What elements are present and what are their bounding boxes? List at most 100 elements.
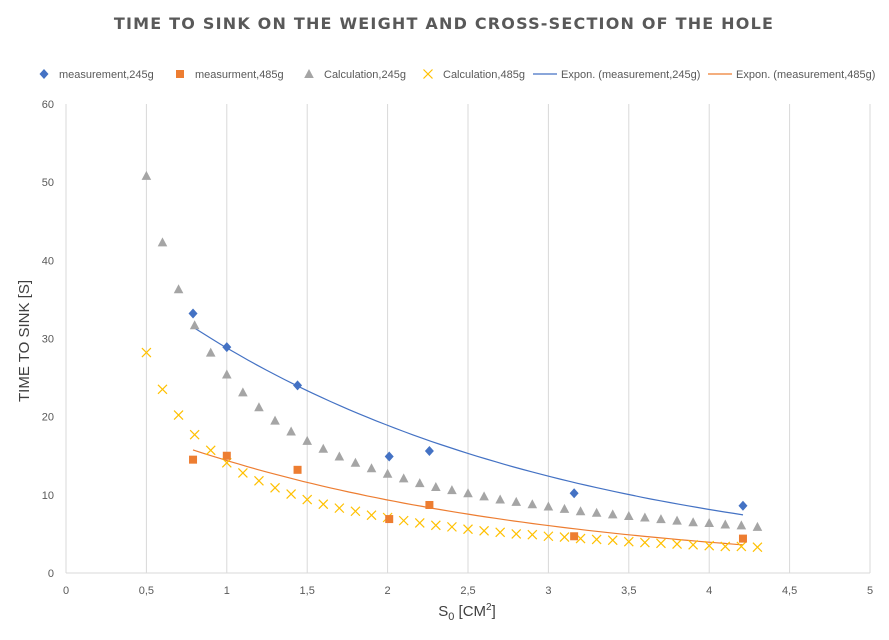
x-marker-stroke (559, 532, 570, 542)
x-marker-stroke (366, 510, 377, 521)
x-marker-stroke (334, 503, 345, 514)
y-tick-label: 20 (42, 412, 54, 424)
x-marker-stroke (479, 525, 490, 536)
data-point (446, 521, 457, 532)
data-point (173, 410, 184, 421)
data-point (527, 499, 538, 509)
trendlines (192, 326, 744, 546)
y-tick-label: 40 (42, 255, 54, 267)
data-point (736, 520, 747, 530)
x-axis-title: S0 [CM2] (438, 602, 496, 623)
data-point (270, 482, 280, 493)
x-marker-stroke (463, 524, 473, 535)
data-point (720, 541, 731, 552)
data-point (463, 488, 473, 498)
data-point (570, 532, 579, 541)
x-marker-stroke (254, 475, 264, 486)
x-marker-stroke (511, 528, 522, 539)
data-point (366, 510, 377, 521)
data-point (414, 478, 425, 488)
data-point (157, 384, 168, 395)
data-point (205, 347, 216, 357)
x-marker-stroke (398, 515, 409, 526)
data-point (688, 539, 699, 550)
data-point (569, 488, 579, 499)
data-point (189, 320, 200, 330)
legend: measurement,245g measurment,485g Calculati… (39, 69, 875, 81)
x-axis-title-rest-post: ] (492, 603, 496, 620)
data-point (656, 538, 666, 549)
data-point (624, 510, 634, 520)
x-marker-stroke (350, 506, 361, 517)
data-point (495, 494, 505, 504)
x-axis-title-sub: 0 (448, 611, 454, 623)
x-tick-label: 0 (63, 585, 69, 597)
data-point (495, 527, 506, 538)
legend-label: Calculation,485g (443, 69, 525, 81)
y-tick-label: 10 (42, 490, 54, 502)
x-tick-label: 1,5 (300, 585, 315, 597)
data-point (334, 503, 345, 514)
legend-label: Expon. (measurement,245g) (561, 69, 700, 81)
x-tick-labels: 0 0,5 1 1,5 2 2,5 3 3,5 4 4,5 5 (63, 585, 873, 597)
y-tick-labels: 0 10 20 30 40 50 60 (42, 99, 54, 580)
x-marker-stroke (173, 410, 184, 421)
data-point (382, 468, 393, 478)
x-marker-stroke (430, 520, 441, 531)
data-point (720, 519, 731, 529)
data-point (736, 541, 747, 552)
data-point (141, 170, 152, 180)
data-point (222, 451, 231, 460)
x-marker-stroke (141, 347, 152, 358)
data-point (511, 496, 522, 506)
x-marker-stroke (656, 538, 666, 549)
data-point (222, 369, 232, 379)
data-point (479, 491, 489, 501)
data-point (447, 485, 457, 495)
data-point (479, 525, 490, 536)
x-tick-label: 4 (706, 585, 712, 597)
x-tick-label: 0,5 (139, 585, 154, 597)
data-point (430, 520, 441, 531)
data-point (318, 499, 329, 510)
x-tick-label: 2 (385, 585, 391, 597)
x-marker-stroke (688, 539, 699, 550)
x-tick-label: 1 (224, 585, 230, 597)
y-tick-label: 60 (42, 99, 54, 111)
x-marker-stroke (446, 521, 457, 532)
data-point (672, 539, 682, 550)
data-point (302, 494, 313, 505)
data-point (425, 500, 434, 509)
data-point (398, 473, 409, 483)
x-marker-stroke (720, 541, 731, 552)
data-point (385, 515, 394, 524)
x-marker-stroke (704, 540, 715, 551)
data-point (238, 387, 248, 397)
trendline (192, 449, 744, 546)
data-point (222, 342, 232, 353)
x-marker-stroke (302, 494, 313, 505)
data-point (205, 445, 216, 456)
data-point (334, 451, 345, 461)
legend-marker (39, 69, 49, 79)
data-point (704, 517, 714, 527)
data-point (286, 489, 297, 499)
data-point (591, 507, 602, 517)
data-point (221, 457, 232, 468)
data-point (607, 509, 618, 519)
data-point (591, 534, 602, 545)
legend-marker (176, 70, 184, 78)
x-marker-stroke (639, 537, 650, 548)
x-marker-stroke (575, 533, 586, 544)
x-marker-stroke (270, 482, 280, 493)
data-point (188, 308, 198, 319)
data-point (688, 517, 698, 527)
x-tick-label: 3 (545, 585, 551, 597)
data-point (527, 529, 538, 540)
data-point (237, 468, 248, 478)
x-marker-stroke (623, 536, 634, 547)
data-point (414, 518, 425, 528)
data-point (543, 501, 554, 511)
data-point (752, 521, 763, 531)
